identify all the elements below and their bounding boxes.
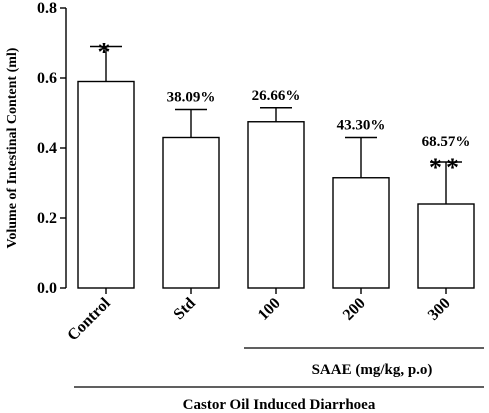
y-tick-label: 0.2 <box>37 210 57 227</box>
y-tick-label: 0.0 <box>37 280 57 297</box>
percent-label: 68.57% <box>422 134 471 150</box>
bar <box>247 121 305 289</box>
percent-label: 26.66% <box>252 88 301 104</box>
significance-marker: * <box>98 38 115 67</box>
x-tick-label: 300 <box>425 295 454 324</box>
bar <box>77 80 135 289</box>
x-tick-label: Control <box>64 294 114 344</box>
overall-group-label: Castor Oil Induced Diarrhoea <box>183 397 376 413</box>
x-tick-labels: Control Std 100 200 300 <box>64 288 454 344</box>
y-axis: 0.0 0.2 0.4 0.6 0.8 <box>37 0 67 297</box>
y-tick-label: 0.8 <box>37 0 57 17</box>
percent-label: 43.30% <box>337 118 386 134</box>
y-tick-label: 0.6 <box>37 70 57 87</box>
y-tick-label: 0.4 <box>37 140 57 157</box>
saae-group-label: SAAE (mg/kg, p.o) <box>312 362 433 378</box>
x-tick-label: 200 <box>340 295 369 324</box>
bar <box>417 203 475 289</box>
bar <box>162 136 220 289</box>
bars: * 38.09% 26.66% 43.30% ** 68.57% <box>77 38 475 289</box>
y-axis-title: Volume of Intestinal Content (ml) <box>5 47 20 248</box>
percent-label: 38.09% <box>167 90 216 106</box>
significance-marker: ** <box>429 153 463 182</box>
x-tick-label: Std <box>170 295 198 323</box>
x-tick-label: 100 <box>255 295 284 324</box>
bar <box>332 177 390 289</box>
